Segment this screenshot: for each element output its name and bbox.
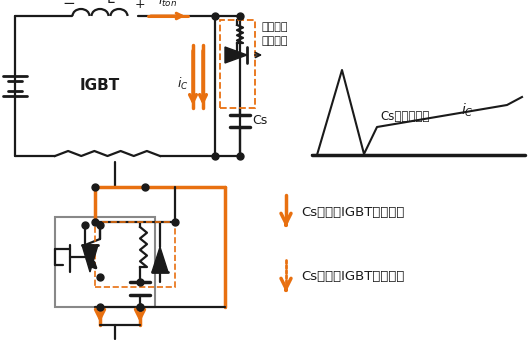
Text: L: L: [106, 0, 114, 6]
Text: Cs: Cs: [252, 115, 267, 128]
Bar: [220, 20, 255, 108]
Text: −: −: [63, 0, 75, 11]
Text: Cs放电（IGBT开通）时: Cs放电（IGBT开通）时: [301, 271, 404, 284]
Text: 放电电流
限制电阻: 放电电流 限制电阻: [262, 22, 288, 46]
Text: Cs充电（IGBT关断）时: Cs充电（IGBT关断）时: [301, 205, 404, 219]
Bar: [95, 222, 175, 287]
Text: $i_C$: $i_C$: [177, 76, 189, 92]
Bar: [55, 217, 155, 307]
Polygon shape: [82, 245, 98, 272]
Text: +: +: [135, 0, 145, 11]
Text: $i_C$: $i_C$: [461, 102, 473, 119]
Text: Cs的放电电流: Cs的放电电流: [380, 110, 429, 123]
Polygon shape: [152, 247, 168, 272]
Text: IGBT: IGBT: [80, 79, 120, 94]
Text: $i_{ton}$: $i_{ton}$: [158, 0, 178, 9]
Polygon shape: [225, 47, 247, 63]
